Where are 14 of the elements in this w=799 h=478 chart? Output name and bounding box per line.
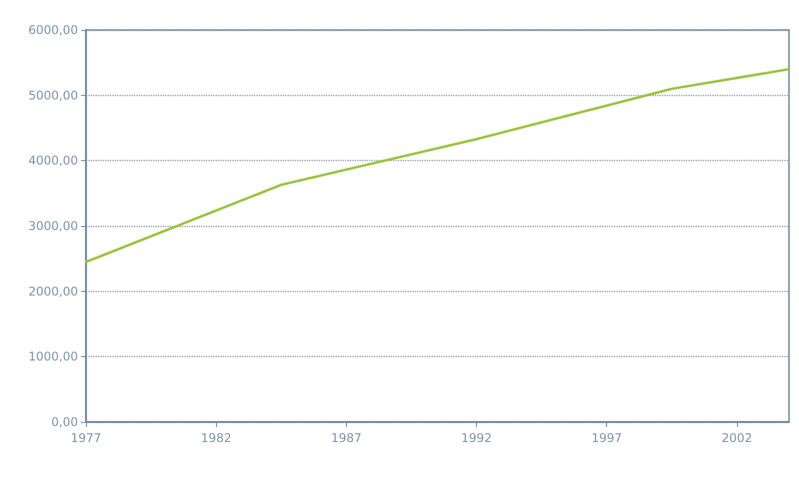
y-tick-label: 2000,00 [28, 284, 78, 298]
y-tick-label: 0,00 [51, 415, 78, 429]
y-tick-label: 1000,00 [28, 350, 78, 364]
x-tick-label: 1992 [461, 431, 492, 445]
x-tick-label: 1997 [591, 431, 622, 445]
x-tick-label: 2002 [722, 431, 752, 445]
y-tick-label: 3000,00 [28, 219, 78, 233]
x-tick-label: 1982 [200, 431, 232, 445]
x-tick-label: 1987 [331, 431, 362, 445]
line-series [84, 68, 790, 264]
y-tick-label: 4000,00 [28, 154, 78, 168]
y-tick-label: 6000,00 [28, 23, 78, 37]
x-tick-label: 1977 [70, 431, 102, 445]
y-tick-label: 5000,00 [28, 88, 78, 102]
